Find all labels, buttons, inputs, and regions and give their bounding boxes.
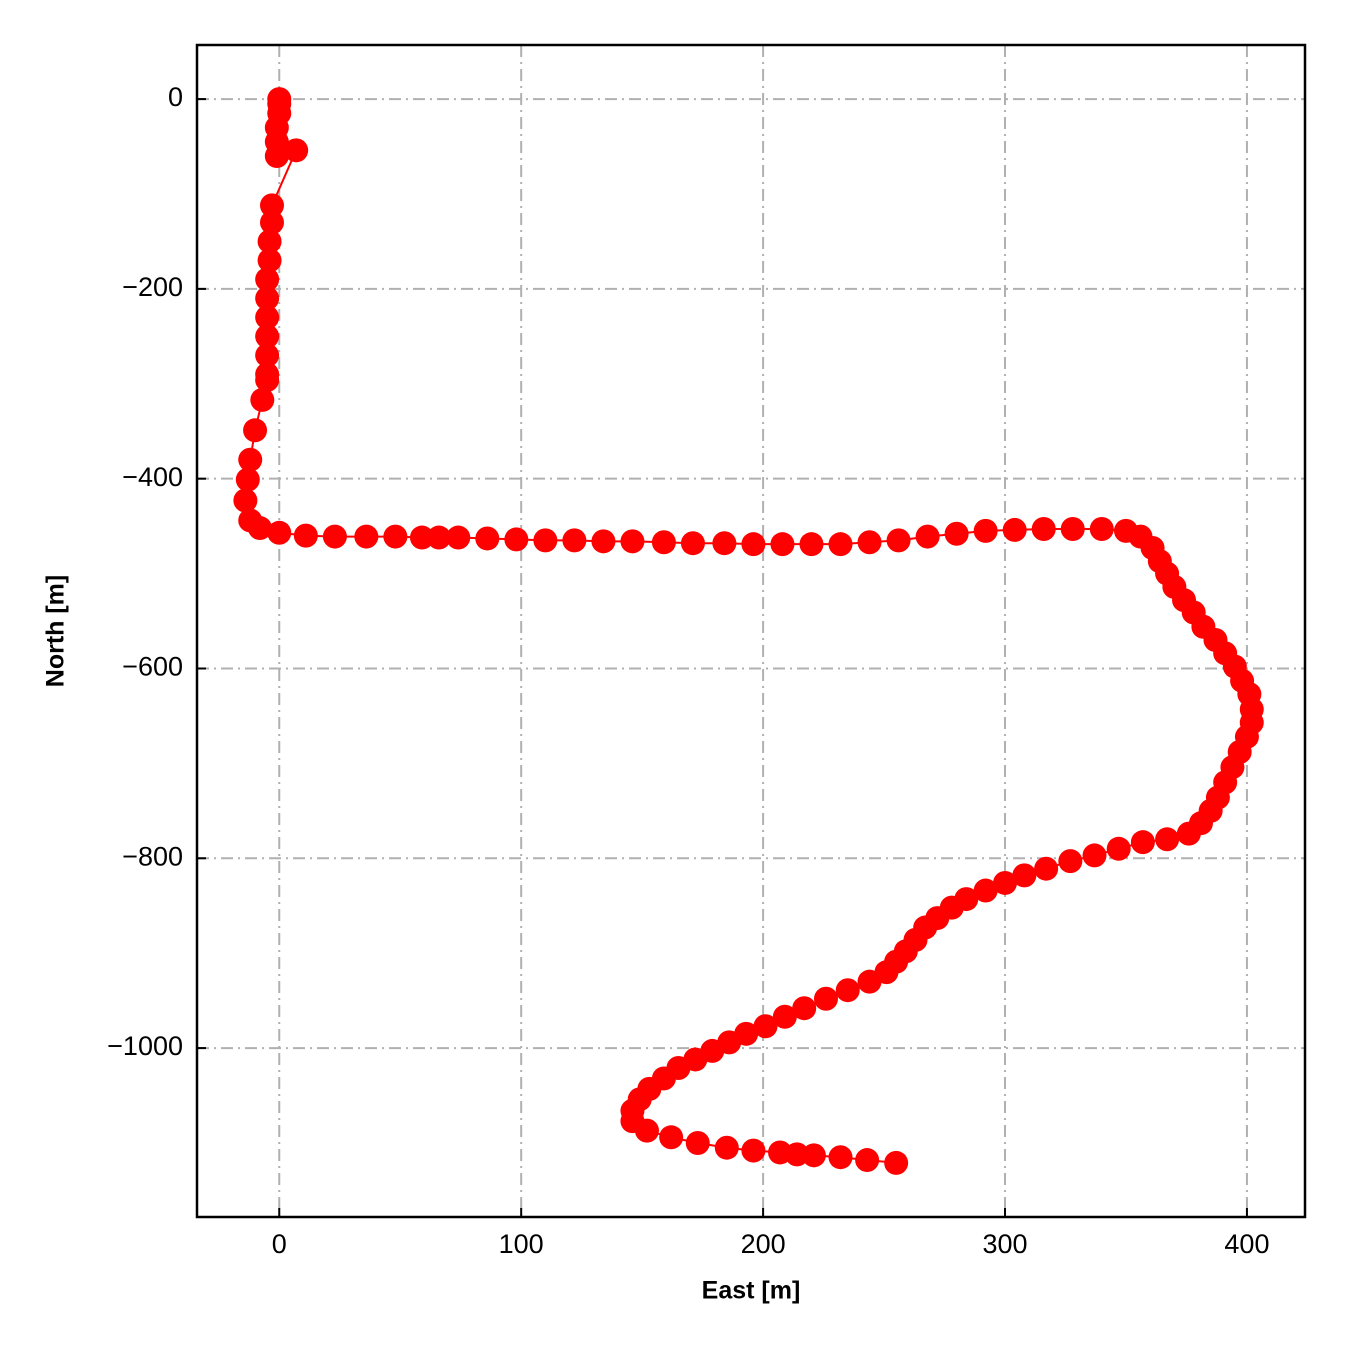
data-point [813, 986, 838, 1011]
data-point [1060, 516, 1085, 541]
data-point [255, 324, 280, 349]
data-point [247, 516, 272, 541]
data-point [857, 969, 882, 994]
plot-frame [195, 43, 1307, 1219]
x-tick-label: 200 [741, 1229, 786, 1259]
data-point [741, 1138, 766, 1163]
data-point [591, 529, 616, 554]
data-point [243, 418, 268, 443]
data-point [857, 530, 882, 555]
data-point [504, 527, 529, 552]
data-point [712, 531, 737, 556]
data-point [562, 528, 587, 553]
y-tick-label: −400 [122, 462, 183, 492]
data-point [259, 210, 284, 235]
data-point [1089, 516, 1114, 541]
data-point [1082, 843, 1107, 868]
data-point [255, 343, 280, 368]
data-point [533, 528, 558, 553]
y-tick-label: 0 [168, 82, 183, 112]
data-point [620, 529, 645, 554]
data-point [284, 138, 309, 163]
data-point [944, 521, 969, 546]
data-point [753, 1014, 778, 1039]
data-point [801, 1143, 826, 1168]
data-point [267, 520, 292, 545]
data-point [238, 447, 263, 472]
data-point [255, 367, 280, 392]
data-point [741, 532, 766, 557]
data-point [1058, 849, 1083, 874]
data-point [770, 532, 795, 557]
data-point [685, 1130, 710, 1155]
data-point [993, 870, 1018, 895]
data-point [259, 193, 284, 218]
data-point [973, 518, 998, 543]
data-point [475, 526, 500, 551]
data-point [1176, 821, 1201, 846]
x-tick-label: 0 [272, 1229, 287, 1259]
data-point [1034, 856, 1059, 881]
x-tick-label: 300 [982, 1229, 1027, 1259]
data-point [354, 524, 379, 549]
x-tick-label: 100 [499, 1229, 544, 1259]
data-point [799, 532, 824, 557]
data-point [426, 525, 451, 550]
data-line [244, 99, 1253, 1164]
data-point [973, 878, 998, 903]
data-point [828, 1145, 853, 1170]
data-point [884, 1150, 909, 1175]
data-point [915, 524, 940, 549]
x-axis-label: East [m] [702, 1277, 801, 1305]
data-point [792, 996, 817, 1021]
data-point [835, 978, 860, 1003]
x-tick-label: 400 [1224, 1229, 1269, 1259]
data-point [255, 267, 280, 292]
y-tick-label: −800 [122, 841, 183, 871]
data-point [886, 528, 911, 553]
data-point [651, 530, 676, 555]
y-tick-label: −600 [122, 652, 183, 682]
data-point [1106, 836, 1131, 861]
data-point [855, 1148, 880, 1173]
data-point [1155, 827, 1180, 852]
data-point [772, 1004, 797, 1029]
y-axis-label: North [m] [42, 575, 70, 687]
data-point [233, 488, 258, 513]
data-point [1130, 830, 1155, 855]
data-point [1012, 863, 1037, 888]
data-point [264, 144, 289, 169]
data-point [714, 1135, 739, 1160]
data-point [255, 286, 280, 311]
data-point [446, 525, 471, 550]
data-point [255, 305, 280, 330]
data-point [634, 1118, 659, 1143]
data-point [409, 525, 434, 550]
data-point [235, 467, 260, 492]
data-point [293, 523, 318, 548]
data-point [250, 387, 275, 412]
data-point [680, 531, 705, 556]
data-point [1002, 517, 1027, 542]
y-tick-label: −200 [122, 272, 183, 302]
data-point [257, 229, 282, 254]
y-tick-label: −1000 [107, 1031, 183, 1061]
data-point [257, 248, 282, 273]
data-point [383, 524, 408, 549]
data-point [659, 1125, 684, 1150]
data-point [322, 524, 347, 549]
data-point [828, 532, 853, 557]
data-point [784, 1142, 809, 1167]
data-point [1031, 516, 1056, 541]
